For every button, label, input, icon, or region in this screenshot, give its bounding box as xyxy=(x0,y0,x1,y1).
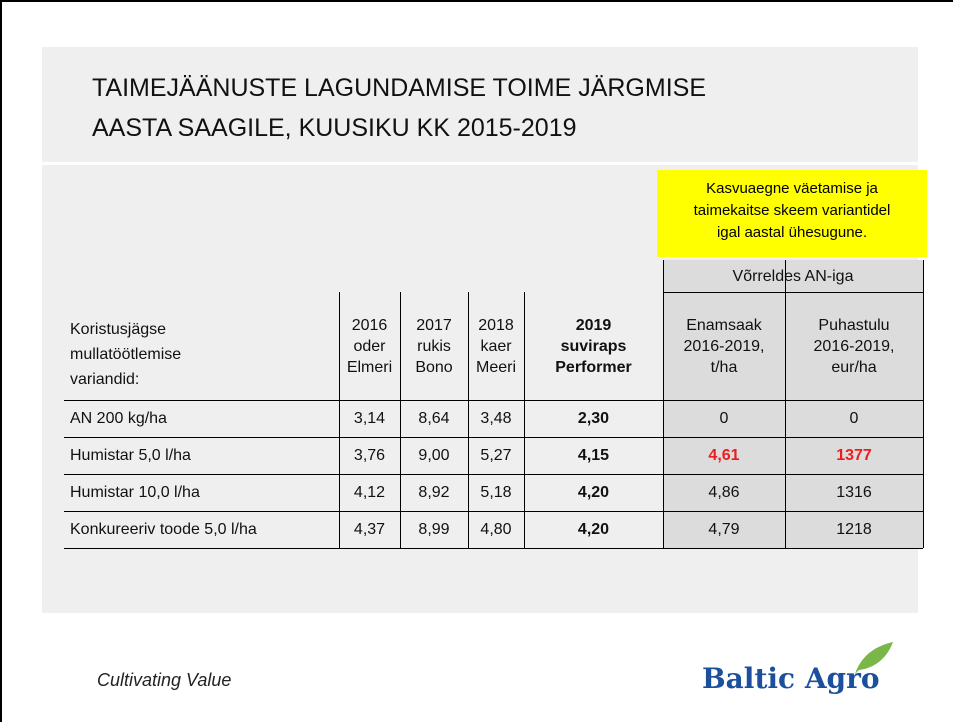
table-cell: 8,99 xyxy=(418,521,450,538)
header-line: 2019 xyxy=(575,316,612,334)
table-cell: 3,76 xyxy=(353,447,386,464)
header-line: Meeri xyxy=(475,358,516,376)
table-cell: 8,64 xyxy=(418,410,450,427)
grid-line xyxy=(400,292,401,548)
header-line: 2016-2019, xyxy=(813,337,895,355)
header-line: mullatöötlemise xyxy=(70,345,182,363)
header-line: 2017 xyxy=(416,316,452,334)
header-line: rukis xyxy=(417,337,451,355)
shade xyxy=(663,260,923,548)
table-cell: 8,92 xyxy=(418,484,450,501)
grid-line xyxy=(468,292,469,548)
header-line: variandid: xyxy=(70,370,140,388)
logo: Baltic Agro xyxy=(702,662,880,695)
grid-line xyxy=(785,260,786,548)
table-cell: 4,80 xyxy=(480,521,512,538)
note-line: igal aastal ühesugune. xyxy=(716,224,868,241)
header-line: 2016 xyxy=(351,316,388,334)
table-cell: 0 xyxy=(719,410,729,427)
header-line: 2018 xyxy=(478,316,514,334)
table-cell: 1377 xyxy=(836,447,872,464)
column-header: 2017 rukis Bono xyxy=(400,292,468,400)
row-label: AN 200 kg/ha xyxy=(70,410,167,427)
column-header: Puhastulu 2016-2019, eur/ha xyxy=(785,292,923,400)
row-label: Konkureeriv toode 5,0 l/ha xyxy=(70,521,257,538)
title-line: AASTA SAAGILE, KUUSIKU KK 2015-2019 xyxy=(92,114,577,142)
group-header: Võrreldes AN-iga xyxy=(732,267,854,285)
header-line: Enamsaak xyxy=(686,316,762,334)
logo-leaf xyxy=(855,642,893,674)
table-cell: 4,15 xyxy=(577,447,610,464)
header-line: Bono xyxy=(415,358,453,376)
column-header: Koristusjägse mullatöötlemise variandid: xyxy=(64,292,339,400)
header-line: oder xyxy=(353,337,386,355)
grid-line xyxy=(524,292,525,548)
grid-line xyxy=(64,400,923,401)
title-line: TAIMEJÄÄNUSTE LAGUNDAMISE TOIME JÄRGMISE xyxy=(92,74,706,102)
grid-line xyxy=(64,437,923,438)
header-line: Koristusjägse xyxy=(70,320,167,338)
grid-line xyxy=(64,511,923,512)
grid-line xyxy=(339,292,340,548)
table-cell: 4,20 xyxy=(577,521,610,538)
table-cell: 4,86 xyxy=(708,484,740,501)
column-header: Enamsaak 2016-2019, t/ha xyxy=(663,292,785,400)
note-line: taimekaitse skeem variantidel xyxy=(693,202,891,219)
header-line: Performer xyxy=(555,358,632,376)
table-cell: 5,27 xyxy=(480,447,512,464)
table-cell: 1316 xyxy=(836,484,872,501)
table-cell: 4,79 xyxy=(708,521,740,538)
row-label: Humistar 5,0 l/ha xyxy=(70,447,191,464)
table-cell: 4,61 xyxy=(708,447,740,464)
title-rule xyxy=(42,162,918,165)
table-cell: 4,12 xyxy=(353,484,386,501)
column-header: 2016 oder Elmeri xyxy=(339,292,400,400)
header-line: t/ha xyxy=(710,358,738,376)
table-cell: 3,48 xyxy=(480,410,512,427)
grid-line xyxy=(64,474,923,475)
table-cell: 9,00 xyxy=(418,447,450,464)
header-line: kaer xyxy=(480,337,512,355)
table-cell: 4,37 xyxy=(353,521,386,538)
row-label: Humistar 10,0 l/ha xyxy=(70,484,200,501)
table-cell: 5,18 xyxy=(480,484,512,501)
column-header: 2019 suviraps Performer xyxy=(524,292,663,400)
table-cell: 1218 xyxy=(836,521,872,538)
grid-line xyxy=(64,548,923,549)
header-line: suviraps xyxy=(560,337,627,355)
table-cell: 4,20 xyxy=(577,484,610,501)
grid-line xyxy=(663,260,664,548)
header-line: eur/ha xyxy=(831,358,877,376)
table-cell: 2,30 xyxy=(577,410,610,427)
header-line: Elmeri xyxy=(346,358,393,376)
column-header: 2018 kaer Meeri xyxy=(468,292,524,400)
grid-line xyxy=(663,292,923,293)
tagline: Cultivating Value xyxy=(97,670,232,690)
header-line: Puhastulu xyxy=(818,316,890,334)
table-cell: 3,14 xyxy=(353,410,386,427)
table-cell: 0 xyxy=(849,410,859,427)
grid-line xyxy=(923,260,924,548)
header-line: 2016-2019, xyxy=(683,337,765,355)
note-line: Kasvuaegne väetamise ja xyxy=(706,180,878,197)
note-box: Kasvuaegne väetamise ja taimekaitse skee… xyxy=(657,170,927,257)
